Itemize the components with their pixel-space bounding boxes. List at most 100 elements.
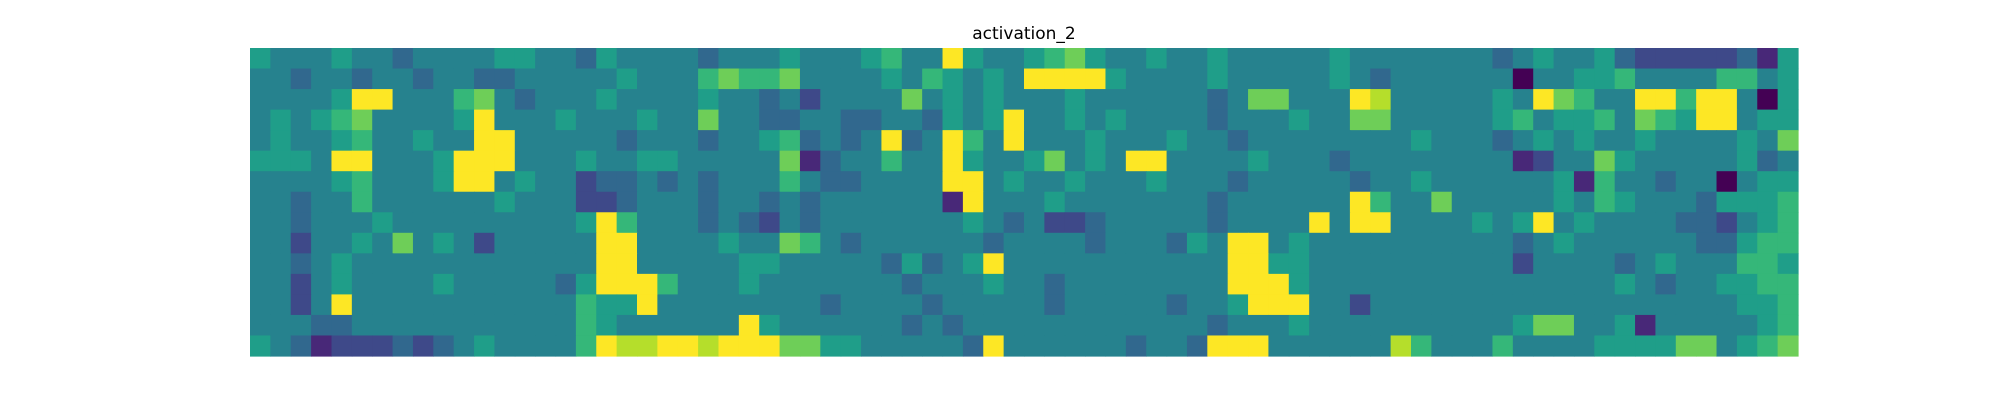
heatmap-cell	[1675, 191, 1697, 213]
heatmap-cell	[372, 130, 394, 152]
heatmap-cell	[290, 68, 312, 90]
heatmap-cell	[1248, 191, 1270, 213]
heatmap-cell	[799, 335, 821, 357]
heatmap-cell	[290, 191, 312, 213]
heatmap-cell	[1329, 212, 1351, 234]
heatmap-cell	[1064, 191, 1086, 213]
heatmap-cell	[1064, 232, 1086, 254]
heatmap-cell	[1248, 212, 1270, 234]
heatmap-cell	[1573, 68, 1595, 90]
heatmap-cell	[412, 212, 434, 234]
heatmap-cell	[1024, 191, 1045, 213]
heatmap-cell	[494, 130, 516, 152]
heatmap-cell	[1492, 273, 1514, 295]
heatmap-cell	[1003, 232, 1025, 254]
heatmap-cell	[1166, 314, 1188, 337]
heatmap-cell	[1431, 68, 1453, 90]
heatmap-cell	[840, 273, 862, 295]
heatmap-cell	[250, 150, 271, 172]
heatmap-cell	[1370, 314, 1392, 337]
heatmap-cell	[657, 130, 679, 152]
heatmap-cell	[1431, 294, 1453, 316]
heatmap-cell	[514, 294, 536, 316]
heatmap-cell	[1635, 212, 1657, 234]
heatmap-cell	[962, 232, 984, 254]
heatmap-cell	[616, 253, 638, 275]
heatmap-cell	[1044, 273, 1066, 295]
heatmap-cell	[861, 150, 883, 172]
heatmap-cell	[840, 232, 862, 254]
heatmap-cell	[1146, 130, 1168, 152]
heatmap-cell	[250, 212, 271, 234]
heatmap-cell	[372, 253, 394, 275]
heatmap-cell	[1166, 48, 1188, 70]
heatmap-cell	[1370, 294, 1392, 316]
heatmap-cell	[494, 89, 516, 111]
heatmap-cell	[1655, 232, 1677, 254]
heatmap-cell	[1146, 191, 1168, 213]
heatmap-cell	[698, 191, 720, 213]
heatmap-cell	[962, 68, 984, 90]
heatmap-cell	[698, 48, 720, 70]
heatmap-cell	[962, 48, 984, 70]
heatmap-cell	[1451, 130, 1473, 152]
heatmap-cell	[535, 89, 557, 111]
heatmap-cell	[372, 314, 394, 337]
heatmap-cell	[637, 335, 658, 357]
heatmap-cell	[392, 273, 414, 295]
heatmap-cell	[1614, 150, 1636, 172]
heatmap-cell	[1553, 253, 1575, 275]
heatmap-cell	[1349, 273, 1371, 295]
heatmap-cell	[1207, 253, 1229, 275]
heatmap-cell	[1288, 314, 1310, 337]
heatmap-cell	[433, 150, 455, 172]
heatmap-cell	[250, 253, 271, 275]
heatmap-cell	[1716, 294, 1738, 316]
heatmap-cell	[901, 130, 923, 152]
heatmap-cell	[1125, 232, 1147, 254]
heatmap-cell	[698, 150, 720, 172]
heatmap-cell	[1716, 109, 1738, 131]
heatmap-cell	[1064, 294, 1086, 316]
heatmap-cell	[616, 273, 638, 295]
heatmap-cell	[616, 191, 638, 213]
heatmap-cell	[1248, 232, 1270, 254]
heatmap-cell	[1757, 294, 1779, 316]
heatmap-cell	[1512, 68, 1534, 90]
heatmap-cell	[372, 48, 394, 70]
heatmap-cell	[779, 150, 801, 172]
heatmap-cell	[311, 273, 333, 295]
heatmap-cell	[1736, 109, 1758, 131]
heatmap-cell	[718, 232, 740, 254]
heatmap-cell	[1614, 130, 1636, 152]
heatmap-cell	[1309, 150, 1331, 172]
heatmap-cell	[1716, 253, 1738, 275]
heatmap-cell	[1186, 232, 1208, 254]
heatmap-cell	[1512, 150, 1534, 172]
heatmap-cell	[1573, 273, 1595, 295]
heatmap-cell	[942, 68, 964, 90]
heatmap-cell	[698, 294, 720, 316]
heatmap-cell	[1573, 171, 1595, 193]
heatmap-cell	[412, 232, 434, 254]
heatmap-cell	[738, 68, 760, 90]
heatmap-cell	[1227, 171, 1249, 193]
heatmap-cell	[1390, 109, 1412, 131]
heatmap-cell	[1044, 294, 1066, 316]
heatmap-cell	[718, 130, 740, 152]
heatmap-cell	[820, 335, 842, 357]
heatmap-cell	[1024, 253, 1045, 275]
heatmap-cell	[1146, 273, 1168, 295]
heatmap-cell	[1105, 232, 1127, 254]
heatmap-cell	[1716, 89, 1738, 111]
heatmap-cell	[1186, 68, 1208, 90]
heatmap-cell	[535, 130, 557, 152]
heatmap-cell	[1349, 335, 1371, 357]
heatmap-cell	[1451, 253, 1473, 275]
heatmap-cell	[1655, 314, 1677, 337]
heatmap-cell	[1248, 130, 1270, 152]
heatmap-cell	[861, 68, 883, 90]
heatmap-cell	[1207, 68, 1229, 90]
heatmap-cell	[1431, 150, 1453, 172]
heatmap-cell	[1105, 253, 1127, 275]
